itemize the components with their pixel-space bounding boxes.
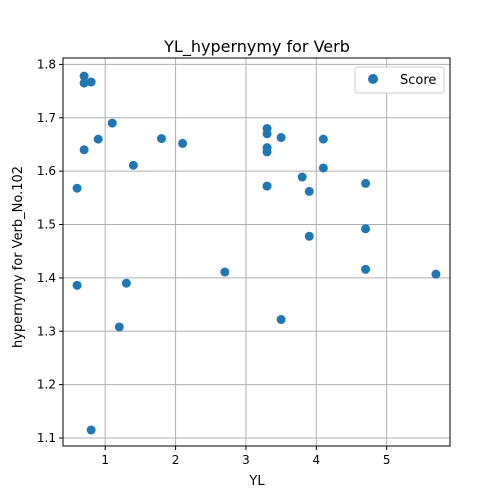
x-tick-label: 5 bbox=[383, 453, 391, 467]
scatter-point bbox=[107, 118, 117, 128]
scatter-point bbox=[304, 231, 314, 241]
grid-lines bbox=[63, 58, 450, 446]
y-tick-label: 1.3 bbox=[37, 324, 56, 338]
scatter-point bbox=[86, 77, 96, 87]
y-tick-label: 1.4 bbox=[37, 271, 56, 285]
axis-ticks: 1 2 3 4 5 1.1 1.2 1.3 1.4 1.5 1.6 1.7 1.8 bbox=[37, 57, 391, 467]
y-tick-label: 1.7 bbox=[37, 111, 56, 125]
plot-frame bbox=[62, 57, 451, 447]
scatter-point bbox=[79, 78, 89, 88]
data-points bbox=[72, 71, 441, 435]
scatter-point bbox=[128, 160, 138, 170]
scatter-point bbox=[318, 163, 328, 173]
scatter-point bbox=[79, 145, 89, 155]
scatter-point bbox=[297, 172, 307, 182]
plot-area bbox=[63, 58, 450, 446]
y-tick-label: 1.8 bbox=[37, 57, 56, 71]
scatter-point bbox=[178, 138, 188, 148]
scatter-point bbox=[318, 134, 328, 144]
chart-title: YL_hypernymy for Verb bbox=[163, 37, 350, 57]
scatter-point bbox=[431, 269, 441, 279]
scatter-point bbox=[262, 147, 272, 157]
y-tick-label: 1.1 bbox=[37, 431, 56, 445]
x-tick-label: 2 bbox=[172, 453, 180, 467]
scatter-point bbox=[361, 178, 371, 188]
legend: Score bbox=[354, 66, 445, 94]
y-tick-label: 1.2 bbox=[37, 378, 56, 392]
y-axis-label: hypernymy for Verb_No.102 bbox=[11, 166, 26, 348]
scatter-point bbox=[157, 134, 167, 144]
y-tick-label: 1.6 bbox=[37, 164, 56, 178]
scatter-point bbox=[114, 322, 124, 332]
legend-box bbox=[354, 66, 445, 94]
scatter-point bbox=[304, 186, 314, 196]
scatter-point bbox=[86, 425, 96, 435]
scatter-point bbox=[276, 133, 286, 143]
x-tick-label: 4 bbox=[312, 453, 320, 467]
scatter-point bbox=[276, 315, 286, 325]
scatter-point bbox=[262, 181, 272, 191]
scatter-point bbox=[72, 280, 82, 290]
scatter-point bbox=[220, 267, 230, 277]
legend-label-score: Score bbox=[400, 73, 436, 88]
x-tick-label: 1 bbox=[101, 453, 109, 467]
scatter-point bbox=[361, 264, 371, 274]
scatter-point bbox=[121, 278, 131, 288]
y-tick-label: 1.5 bbox=[37, 218, 56, 232]
scatter-point bbox=[93, 134, 103, 144]
x-axis-label: YL bbox=[248, 474, 265, 489]
scatter-point bbox=[262, 129, 272, 139]
scatter-point bbox=[72, 183, 82, 193]
x-tick-label: 3 bbox=[242, 453, 250, 467]
scatter-point bbox=[361, 224, 371, 234]
scatter-point bbox=[79, 71, 89, 81]
legend-marker bbox=[368, 74, 378, 84]
